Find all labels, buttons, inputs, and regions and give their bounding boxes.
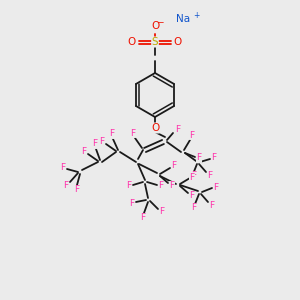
Text: F: F — [207, 170, 213, 179]
Text: F: F — [129, 199, 135, 208]
Text: S: S — [152, 37, 158, 47]
Text: F: F — [212, 154, 217, 163]
Text: F: F — [191, 203, 196, 212]
Text: O: O — [151, 123, 159, 133]
Text: F: F — [196, 154, 202, 163]
Text: F: F — [213, 182, 219, 191]
Text: F: F — [99, 137, 105, 146]
Text: F: F — [209, 200, 214, 209]
Text: O: O — [174, 37, 182, 47]
Text: F: F — [159, 208, 165, 217]
Text: Na: Na — [176, 14, 190, 24]
Text: F: F — [189, 130, 195, 140]
Text: F: F — [171, 161, 177, 170]
Text: F: F — [176, 125, 181, 134]
Text: F: F — [140, 214, 146, 223]
Text: F: F — [126, 182, 132, 190]
Text: F: F — [63, 181, 69, 190]
Text: F: F — [191, 172, 196, 181]
Text: +: + — [193, 11, 199, 20]
Text: F: F — [169, 182, 175, 190]
Text: F: F — [189, 172, 195, 182]
Text: F: F — [189, 191, 195, 200]
Text: F: F — [158, 182, 164, 190]
Text: F: F — [60, 164, 66, 172]
Text: F: F — [74, 185, 80, 194]
Text: O: O — [151, 21, 159, 31]
Text: F: F — [81, 148, 87, 157]
Text: F: F — [110, 130, 115, 139]
Text: F: F — [92, 140, 98, 148]
Text: −: − — [156, 17, 164, 26]
Text: O: O — [128, 37, 136, 47]
Text: F: F — [130, 128, 136, 137]
